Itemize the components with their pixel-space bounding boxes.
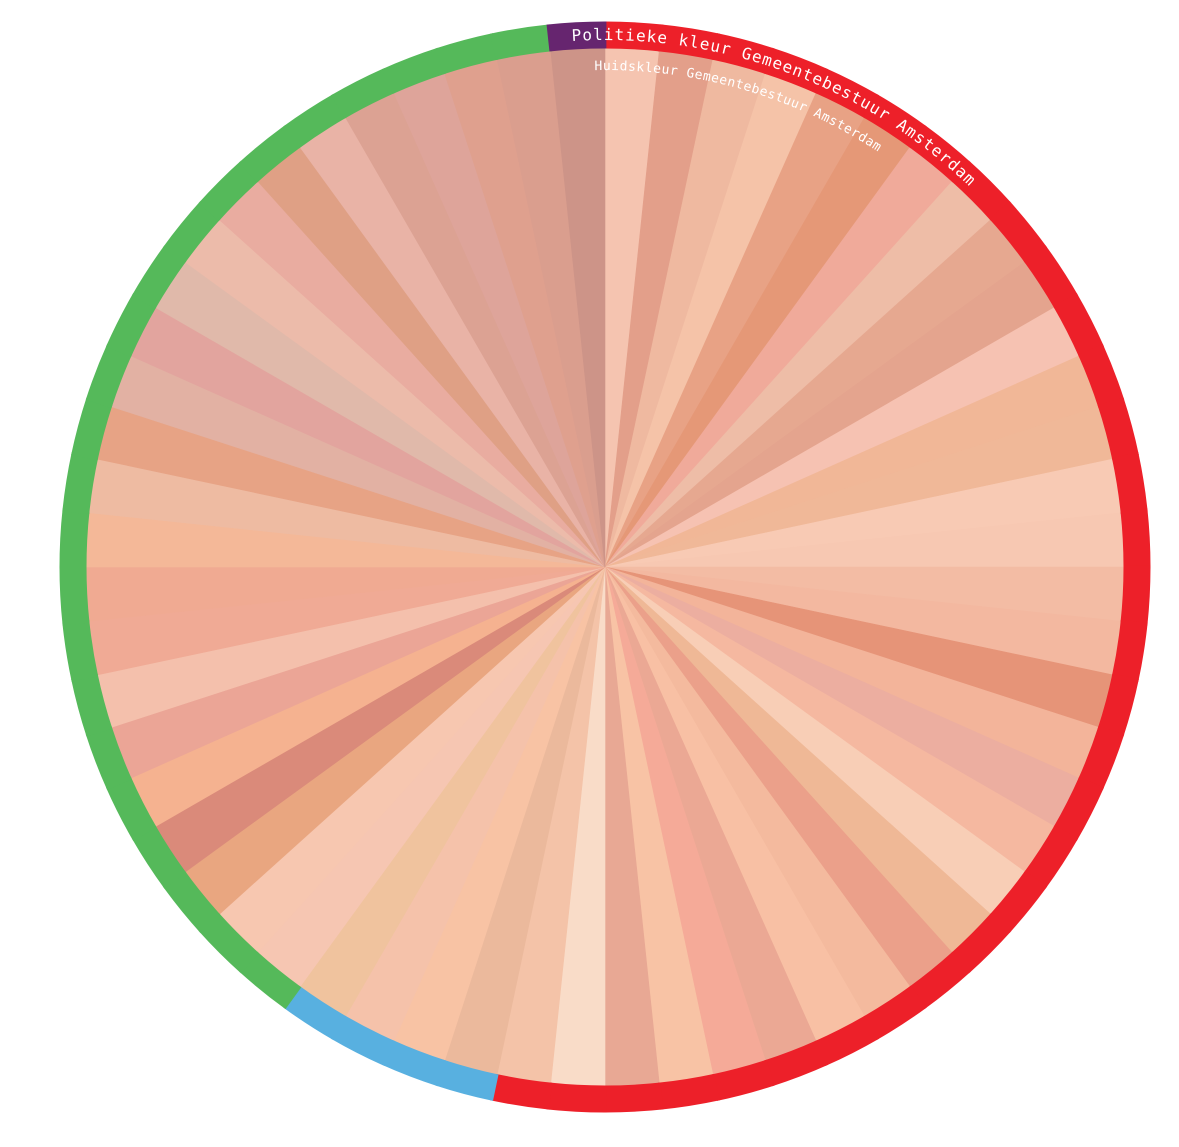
party-segment [1097,673,1139,737]
party-segment [490,24,553,61]
party-segment [71,397,113,461]
party-segment [546,1082,607,1113]
party-segment [1097,397,1139,461]
party-segment [71,673,113,737]
party-segment [435,1059,499,1101]
party-segment [711,1059,775,1101]
party-segment [546,21,607,52]
party-segment [603,1082,664,1113]
party-segment [1120,565,1151,626]
party-segment [490,1073,553,1110]
wedges [85,47,1125,1087]
party-segment [657,1073,720,1110]
party-segment [1111,452,1148,515]
party-segment [1111,619,1148,682]
party-segment [62,619,99,682]
party-segment [59,508,90,569]
party-segment [1120,508,1151,569]
party-ring [59,21,1151,1113]
party-segment [62,452,99,515]
party-segment [435,33,499,75]
party-segment [59,565,90,626]
